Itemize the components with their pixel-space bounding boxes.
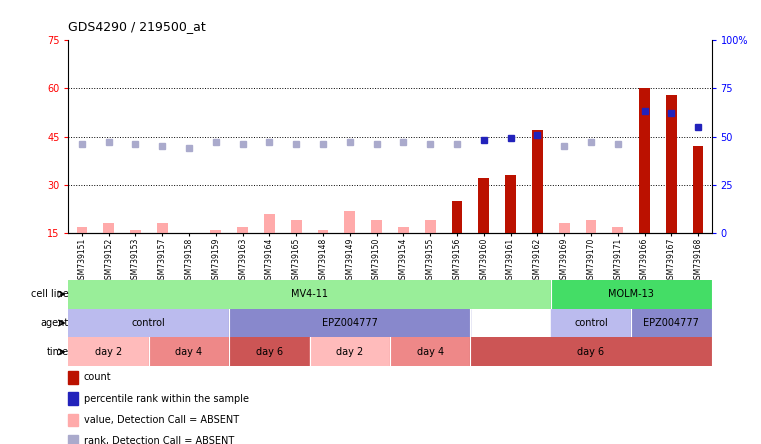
Text: EPZ004777: EPZ004777: [322, 318, 377, 328]
Bar: [149, 337, 229, 366]
Bar: [631, 309, 712, 337]
Text: MOLM-13: MOLM-13: [608, 289, 654, 299]
Bar: [103, 223, 114, 233]
Bar: [317, 230, 329, 233]
Bar: [559, 223, 569, 233]
Bar: [211, 230, 221, 233]
Bar: [505, 175, 516, 233]
Text: day 4: day 4: [176, 347, 202, 357]
Bar: [613, 227, 623, 233]
Bar: [291, 220, 301, 233]
Text: control: control: [574, 318, 608, 328]
Text: count: count: [84, 373, 111, 382]
Text: control: control: [132, 318, 166, 328]
Bar: [398, 227, 409, 233]
Text: agent: agent: [40, 318, 68, 328]
Bar: [479, 178, 489, 233]
Bar: [586, 220, 597, 233]
Bar: [237, 227, 248, 233]
Bar: [157, 223, 167, 233]
Bar: [390, 337, 470, 366]
Text: EPZ004777: EPZ004777: [643, 318, 699, 328]
Text: day 6: day 6: [578, 347, 604, 357]
Bar: [310, 337, 390, 366]
Bar: [666, 95, 677, 233]
Bar: [693, 146, 703, 233]
Bar: [371, 220, 382, 233]
Text: rank, Detection Call = ABSENT: rank, Detection Call = ABSENT: [84, 436, 234, 444]
Bar: [229, 309, 470, 337]
Bar: [551, 309, 631, 337]
Bar: [345, 210, 355, 233]
Text: percentile rank within the sample: percentile rank within the sample: [84, 394, 249, 404]
Text: day 4: day 4: [416, 347, 444, 357]
Bar: [639, 88, 650, 233]
Bar: [68, 309, 229, 337]
Text: time: time: [46, 347, 68, 357]
Text: MV4-11: MV4-11: [291, 289, 328, 299]
Text: cell line: cell line: [30, 289, 68, 299]
Bar: [470, 337, 712, 366]
Bar: [77, 227, 88, 233]
Text: value, Detection Call = ABSENT: value, Detection Call = ABSENT: [84, 415, 239, 425]
Text: day 2: day 2: [95, 347, 123, 357]
Bar: [532, 130, 543, 233]
Bar: [264, 214, 275, 233]
Bar: [425, 220, 435, 233]
Bar: [130, 230, 141, 233]
Bar: [451, 201, 463, 233]
Bar: [551, 280, 712, 309]
Text: GDS4290 / 219500_at: GDS4290 / 219500_at: [68, 20, 206, 33]
Text: day 2: day 2: [336, 347, 364, 357]
Bar: [68, 337, 149, 366]
Bar: [229, 337, 310, 366]
Text: day 6: day 6: [256, 347, 283, 357]
Bar: [68, 280, 551, 309]
